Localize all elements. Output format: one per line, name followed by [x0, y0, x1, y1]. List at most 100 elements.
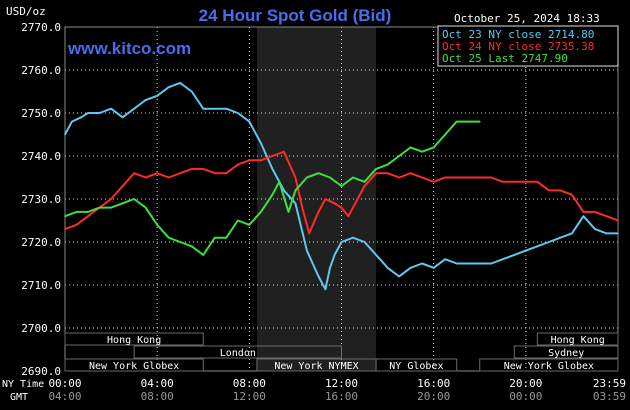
series-point [156, 95, 158, 97]
series-point [605, 215, 608, 217]
legend-entry-oct24: Oct 24 NY close 2735.38 [442, 40, 594, 53]
series-point [98, 206, 101, 209]
series-point [363, 185, 366, 187]
market-session-bar [64, 332, 204, 346]
series-point [260, 159, 262, 162]
series-point [133, 107, 135, 110]
series-point [324, 288, 327, 291]
series-point [559, 189, 562, 192]
series-point [525, 181, 527, 183]
market-session-bar [64, 358, 204, 372]
series-point [444, 176, 446, 179]
series-point [237, 219, 239, 222]
x-axis-ticks: 00:00 04:00 08:00 12:00 16:00 20:00 23:5904:00… [48, 377, 626, 403]
series-point [287, 211, 290, 213]
x-tick-label-gmt: 08:00 [141, 390, 174, 403]
series-point [525, 249, 527, 252]
series-point [213, 236, 216, 239]
y-tick-label: 2770.0 [21, 21, 61, 34]
series-point [167, 236, 170, 239]
series-point [398, 155, 400, 157]
series-point [375, 254, 377, 256]
series-point [283, 150, 285, 153]
series-point [144, 206, 147, 209]
x-tick-label-ny: 23:59 [593, 377, 626, 390]
series-point [237, 112, 239, 114]
x-tick-label-gmt: 00:00 [509, 390, 542, 403]
series-point [248, 120, 251, 123]
series-point [444, 133, 446, 136]
series-point [324, 198, 327, 200]
series-point [421, 150, 423, 153]
y-axis-ticks: 2690.0 2700.0 2710.0 2720.0 2730.0 2740.0 2750… [21, 21, 61, 378]
x-tick-label-gmt: 20:00 [417, 390, 450, 403]
series-point [190, 168, 193, 170]
series-point [501, 258, 504, 261]
series-point [190, 245, 193, 248]
series-point [278, 181, 281, 183]
x-tick-label-ny: 00:00 [48, 377, 81, 390]
series-point [248, 224, 251, 226]
series-point [248, 159, 251, 162]
chart-title: 24 Hour Spot Gold (Bid) [199, 6, 392, 25]
series-point [478, 262, 481, 265]
series-point [317, 172, 320, 174]
series-point [225, 172, 228, 174]
series-point [110, 107, 112, 110]
series-point [75, 211, 78, 213]
x-tick-label-ny: 12:00 [325, 377, 358, 390]
market-session-bar [479, 358, 619, 372]
series-point [340, 185, 343, 187]
series-point [144, 99, 147, 101]
series-point [179, 241, 182, 243]
series-point [121, 185, 124, 187]
series-point [571, 232, 573, 235]
series-point [421, 262, 423, 265]
series-point [605, 232, 608, 235]
site-watermark[interactable]: www.kitco.com [67, 39, 191, 58]
series-point [87, 215, 89, 217]
ny-time-axis-label: NY Time [2, 379, 44, 390]
series-point [271, 155, 274, 157]
series-point [490, 176, 493, 179]
series-point [467, 176, 470, 179]
series-point [559, 236, 562, 239]
series-point [144, 176, 147, 179]
series-point [133, 172, 135, 174]
y-tick-label: 2730.0 [21, 193, 61, 206]
series-point [432, 181, 435, 183]
series-point [260, 142, 262, 144]
series-point [375, 168, 377, 170]
series-point [202, 168, 205, 170]
series-point [308, 232, 311, 235]
series-point [467, 262, 470, 265]
series-point [121, 116, 124, 119]
x-tick-label-ny: 16:00 [417, 377, 450, 390]
x-tick-label-ny: 20:00 [509, 377, 542, 390]
market-session-label: New York Globex [89, 361, 179, 372]
series-point [301, 206, 304, 209]
series-point [356, 198, 359, 200]
legend-entry-oct25: Oct 25 Last 2747.90 [442, 52, 568, 65]
series-point [110, 206, 112, 209]
y-tick-label: 2750.0 [21, 107, 61, 120]
series-point [213, 172, 216, 174]
series-point [478, 120, 481, 123]
series-point [582, 211, 585, 213]
series-point [398, 275, 400, 278]
series-point [548, 241, 550, 243]
grid-lines [64, 26, 619, 372]
series-line-1 [64, 81, 618, 291]
series-point [333, 254, 336, 256]
series-point [375, 172, 377, 174]
series-point [271, 168, 274, 170]
series-point [421, 176, 423, 179]
series-point [317, 211, 320, 213]
series-point [409, 172, 412, 174]
market-session-label: London [220, 348, 256, 359]
x-tick-label-ny: 08:00 [233, 377, 266, 390]
series-point [294, 202, 297, 205]
series-point [64, 228, 66, 230]
price-series [64, 81, 619, 291]
market-session-label: New York Globex [504, 361, 594, 372]
